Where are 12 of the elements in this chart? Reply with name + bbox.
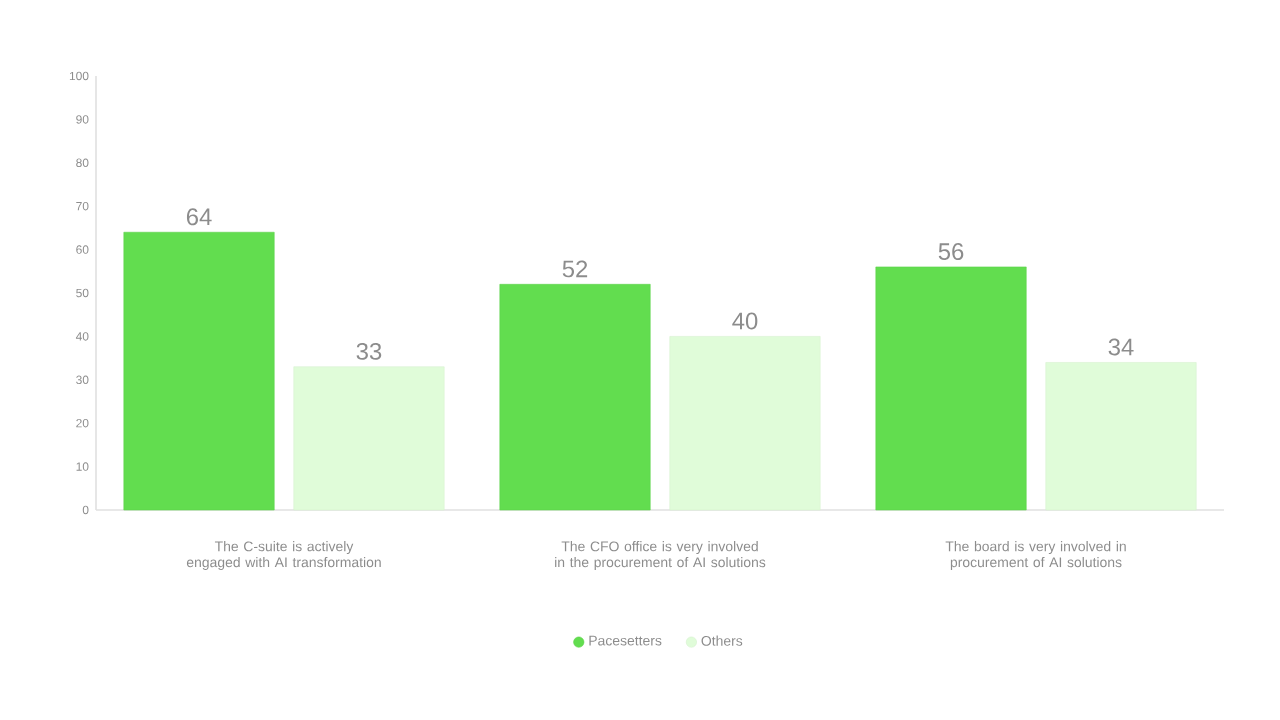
- data-label: 64: [186, 208, 212, 226]
- bar: [1045, 362, 1197, 511]
- data-label: 33: [356, 342, 382, 360]
- data-label: 56: [938, 243, 964, 260]
- data-label: 52: [562, 260, 588, 278]
- bar: [293, 366, 445, 511]
- bar: [499, 284, 651, 511]
- data-label: 34: [1108, 338, 1134, 356]
- bar: [669, 336, 821, 511]
- bar: [875, 266, 1027, 511]
- data-label: 40: [732, 312, 758, 330]
- bar: [123, 231, 275, 511]
